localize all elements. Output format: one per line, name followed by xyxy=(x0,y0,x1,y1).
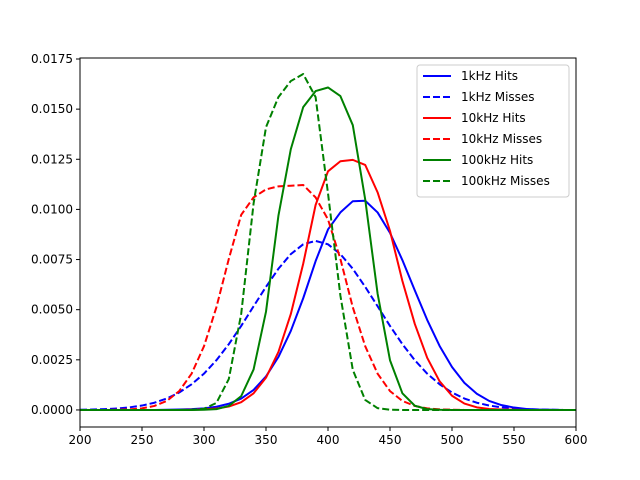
x-tick-label: 350 xyxy=(255,433,278,447)
legend-label: 100kHz Hits xyxy=(461,153,533,167)
legend-label: 10kHz Misses xyxy=(461,132,542,146)
x-tick-label: 400 xyxy=(317,433,340,447)
y-tick-label: 0.0150 xyxy=(31,102,73,116)
legend-label: 10kHz Hits xyxy=(461,111,526,125)
series-line-2 xyxy=(79,239,576,411)
x-tick-label: 200 xyxy=(69,433,92,447)
x-axis-ticks: 200 250 300 350 400 450 500 550 600 xyxy=(69,427,588,447)
legend-label: 1kHz Hits xyxy=(461,69,518,83)
plot-frame xyxy=(79,57,577,428)
x-tick-label: 550 xyxy=(503,433,526,447)
x-tick-label: 250 xyxy=(131,433,154,447)
y-tick-label: 0.0100 xyxy=(31,202,73,216)
y-tick-label: 0.0050 xyxy=(31,303,73,317)
y-tick-label: 0.0075 xyxy=(31,253,73,267)
y-tick-label: 0.0175 xyxy=(31,52,73,66)
x-tick-label: 450 xyxy=(379,433,402,447)
legend-label: 100kHz Misses xyxy=(461,174,550,188)
legend-label: 1kHz Misses xyxy=(461,90,535,104)
legend-box xyxy=(416,64,570,198)
series-line-6 xyxy=(80,73,576,411)
x-tick-label: 600 xyxy=(565,433,588,447)
x-tick-label: 500 xyxy=(441,433,464,447)
series-lines xyxy=(79,73,576,411)
y-tick-label: 0.0125 xyxy=(31,152,73,166)
y-axis-ticks: 0.0000 0.0025 0.0050 0.0075 0.0100 0.0125 0.01… xyxy=(31,52,80,417)
x-tick-label: 300 xyxy=(193,433,216,447)
y-tick-label: 0.0000 xyxy=(31,403,73,417)
legend: 1kHz Hits 1kHz Misses 10kHz Hits 10kHz Miss… xyxy=(416,64,570,198)
y-tick-label: 0.0025 xyxy=(31,353,73,367)
